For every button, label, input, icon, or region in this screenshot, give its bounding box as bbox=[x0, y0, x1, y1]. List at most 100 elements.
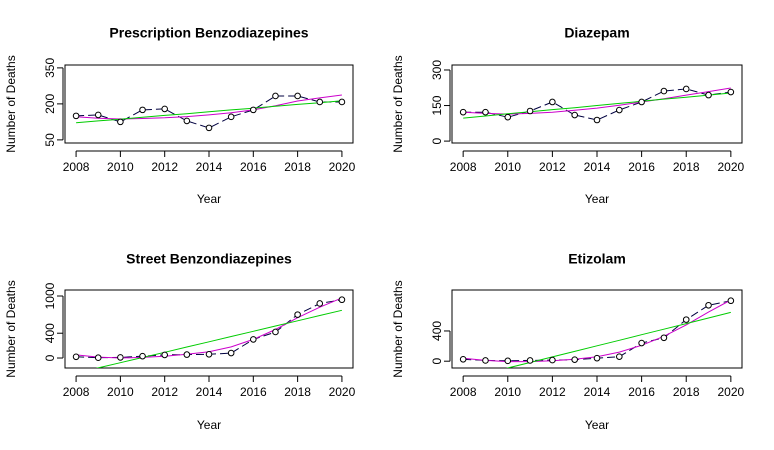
data-point bbox=[139, 106, 146, 114]
data-point bbox=[250, 106, 257, 114]
data-point bbox=[227, 113, 235, 121]
panel-title: Etizolam bbox=[568, 251, 626, 267]
data-point bbox=[616, 353, 623, 360]
x-tick-label: 2014 bbox=[584, 385, 611, 399]
x-tick-label: 2018 bbox=[673, 385, 700, 399]
data-point bbox=[117, 354, 124, 361]
data-point bbox=[660, 334, 668, 342]
series-line bbox=[505, 311, 731, 368]
data-point bbox=[482, 108, 489, 116]
data-point bbox=[338, 98, 346, 106]
series-line bbox=[463, 87, 731, 115]
series-line bbox=[463, 299, 732, 363]
panel-title: Prescription Benzodiazepines bbox=[109, 25, 308, 41]
data-point bbox=[705, 91, 712, 99]
data-point bbox=[272, 328, 279, 336]
data-point bbox=[72, 112, 80, 120]
x-tick-label: 2012 bbox=[539, 385, 566, 399]
x-tick-label: 2016 bbox=[240, 160, 267, 174]
series-line bbox=[76, 100, 342, 124]
x-tick-label: 2010 bbox=[107, 385, 134, 399]
data-point bbox=[571, 356, 578, 363]
data-point bbox=[139, 352, 146, 360]
panel: Etizolam Year Number of Deaths 2008 2010 2012… bbox=[391, 251, 744, 432]
series-line bbox=[76, 299, 342, 359]
data-point bbox=[727, 88, 735, 96]
y-tick-label: 0 bbox=[430, 358, 444, 365]
data-point bbox=[117, 118, 124, 126]
x-tick-label: 2014 bbox=[584, 160, 611, 174]
data-point bbox=[294, 92, 301, 100]
series-line bbox=[463, 92, 731, 119]
x-axis-label: Year bbox=[197, 418, 221, 432]
x-tick-label: 2008 bbox=[450, 160, 477, 174]
y-axis-label: Number of Deaths bbox=[391, 280, 405, 377]
panel-title: Diazepam bbox=[564, 25, 629, 41]
series-line bbox=[463, 300, 731, 362]
series-line bbox=[76, 297, 343, 359]
data-point bbox=[727, 297, 735, 305]
data-point bbox=[504, 113, 512, 121]
plot-area bbox=[76, 297, 343, 368]
data-point bbox=[705, 301, 712, 309]
y-axis-label: Number of Deaths bbox=[391, 55, 405, 152]
x-tick-label: 2014 bbox=[196, 385, 223, 399]
x-tick-label: 2020 bbox=[329, 385, 356, 399]
x-tick-label: 2012 bbox=[151, 385, 178, 399]
data-point bbox=[549, 356, 556, 364]
y-tick-label: 400 bbox=[430, 321, 444, 341]
data-point bbox=[660, 87, 668, 95]
data-point bbox=[250, 336, 257, 343]
x-tick-label: 2016 bbox=[240, 385, 267, 399]
x-tick-label: 2020 bbox=[717, 385, 744, 399]
x-tick-label: 2008 bbox=[63, 385, 90, 399]
y-tick-label: 1000 bbox=[43, 282, 57, 309]
data-point bbox=[338, 296, 346, 304]
data-point bbox=[682, 316, 690, 323]
x-tick-label: 2014 bbox=[196, 160, 223, 174]
data-point bbox=[272, 92, 279, 100]
data-point bbox=[205, 350, 213, 358]
data-point bbox=[526, 107, 534, 115]
x-tick-label: 2020 bbox=[717, 160, 744, 174]
y-tick-label: 0 bbox=[43, 354, 57, 361]
data-point bbox=[593, 354, 601, 362]
data-point bbox=[571, 111, 578, 119]
data-point bbox=[183, 351, 191, 358]
y-axis-label: Number of Deaths bbox=[4, 55, 18, 152]
x-tick-label: 2020 bbox=[329, 160, 356, 174]
data-point bbox=[482, 357, 489, 364]
data-point bbox=[205, 124, 213, 132]
series-line bbox=[95, 309, 343, 368]
panel-title: Street Benzondiazepines bbox=[126, 251, 292, 267]
y-tick-label: 350 bbox=[43, 58, 57, 78]
x-tick-label: 2016 bbox=[628, 160, 655, 174]
data-point bbox=[504, 357, 512, 365]
y-tick-label: 300 bbox=[430, 60, 444, 80]
data-point bbox=[94, 354, 102, 362]
y-tick-label: 150 bbox=[430, 95, 444, 115]
plot-box bbox=[64, 64, 354, 144]
plot-area bbox=[76, 94, 342, 129]
x-axis-label: Year bbox=[197, 192, 221, 206]
data-point bbox=[316, 300, 324, 307]
data-point bbox=[682, 85, 690, 93]
data-point bbox=[593, 116, 601, 124]
data-point bbox=[294, 311, 301, 318]
x-tick-label: 2010 bbox=[494, 160, 521, 174]
data-point bbox=[72, 353, 80, 361]
plot-box bbox=[64, 289, 354, 369]
plot-box bbox=[451, 289, 743, 369]
x-tick-label: 2010 bbox=[107, 160, 134, 174]
y-axis-label: Number of Deaths bbox=[4, 280, 18, 377]
data-point bbox=[549, 98, 556, 106]
data-point bbox=[638, 98, 645, 106]
x-tick-label: 2008 bbox=[63, 160, 90, 174]
plot-area bbox=[463, 87, 731, 121]
x-axis-label: Year bbox=[585, 192, 609, 206]
y-tick-label: 0 bbox=[430, 137, 444, 144]
plot-area bbox=[463, 299, 732, 368]
plot-box bbox=[451, 64, 743, 144]
data-point bbox=[316, 98, 324, 106]
data-point bbox=[161, 105, 168, 113]
